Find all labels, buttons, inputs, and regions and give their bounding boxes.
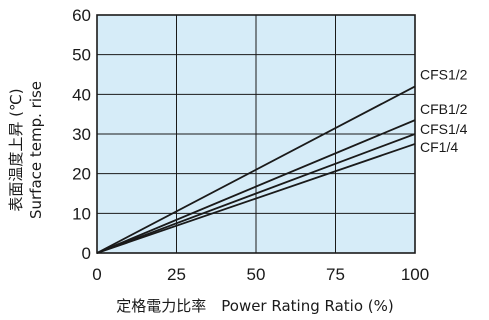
series-lines bbox=[96, 85, 416, 254]
x-tick-label: 50 bbox=[247, 265, 266, 284]
series-label: CFS1/2 bbox=[420, 66, 468, 82]
x-tick-label: 100 bbox=[401, 265, 429, 284]
y-tick-labels: 0 10 20 30 40 50 60 bbox=[72, 6, 91, 263]
y-axis-title-en: Surface temp. rise bbox=[27, 81, 45, 219]
y-tick-label: 10 bbox=[72, 204, 91, 223]
series-line bbox=[96, 85, 416, 254]
y-tick-label: 60 bbox=[72, 6, 91, 25]
y-axis-title-ja: 表面温度上昇 (℃) bbox=[7, 88, 25, 211]
grid bbox=[96, 14, 416, 254]
plot-frame bbox=[96, 14, 416, 254]
x-tick-label: 0 bbox=[92, 265, 101, 284]
y-tick-label: 50 bbox=[72, 46, 91, 65]
y-tick-label: 30 bbox=[72, 125, 91, 144]
x-tick-label: 25 bbox=[167, 265, 186, 284]
x-tick-label: 75 bbox=[326, 265, 345, 284]
x-tick-labels: 0 25 50 75 100 bbox=[92, 265, 429, 284]
y-tick-label: 0 bbox=[82, 244, 91, 263]
y-tick-label: 40 bbox=[72, 85, 91, 104]
y-tick-label: 20 bbox=[72, 165, 91, 184]
series-label: CFB1/2 bbox=[420, 101, 468, 117]
series-line bbox=[96, 119, 416, 254]
series-line bbox=[96, 143, 416, 254]
series-line bbox=[96, 133, 416, 254]
series-label: CF1/4 bbox=[420, 139, 458, 155]
x-axis-title: 定格電力比率 Power Rating Ratio (%) bbox=[116, 297, 394, 315]
series-label: CFS1/4 bbox=[420, 121, 468, 137]
series-labels: CFS1/2 CFB1/2 CFS1/4 CF1/4 bbox=[420, 66, 468, 155]
